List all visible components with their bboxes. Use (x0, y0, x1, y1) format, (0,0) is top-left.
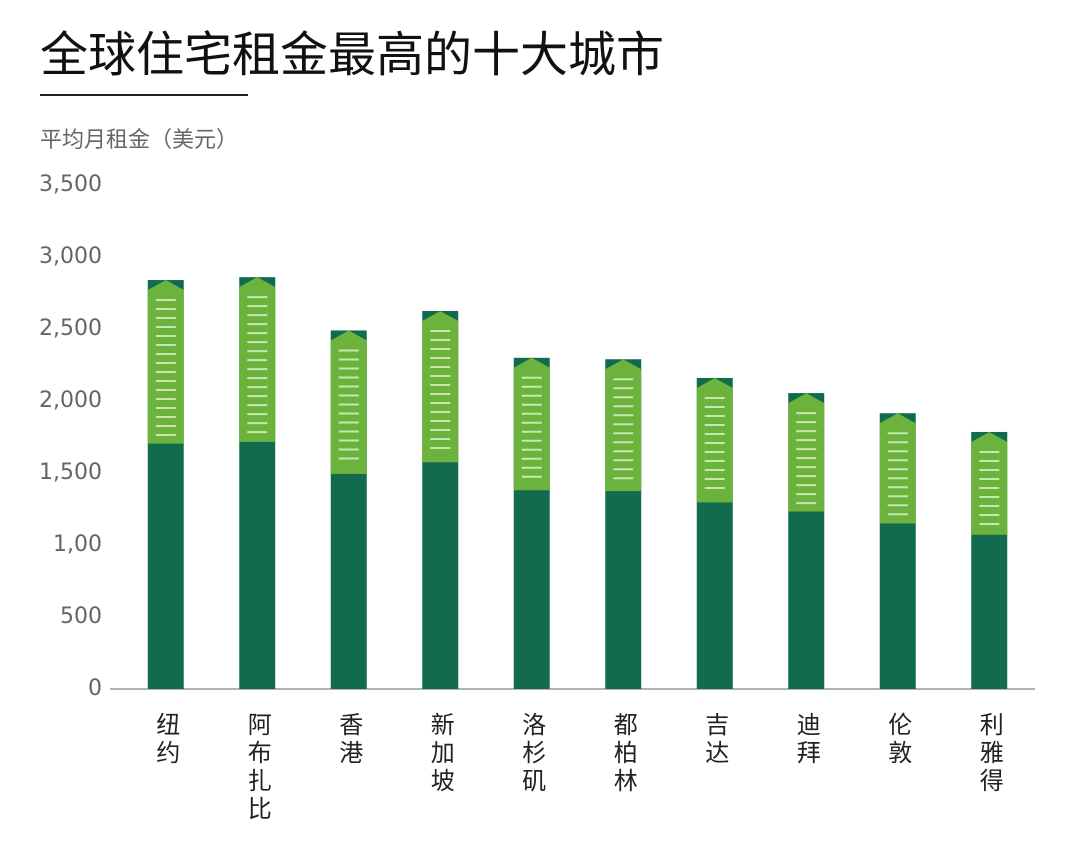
x-tick-label: 阿布扎比 (243, 712, 271, 824)
x-tick-label: 香港 (335, 712, 363, 768)
y-tick-label: 0 (88, 676, 102, 701)
y-tick-label: 2,500 (39, 316, 102, 341)
x-tick-label: 利雅得 (975, 712, 1003, 796)
axis-title: 平均月租金（美元） (40, 128, 238, 153)
chart-title: 全球住宅租金最高的十大城市 (40, 27, 664, 83)
x-tick-label: 都柏林 (609, 712, 637, 796)
y-tick-label: 1,00 (53, 532, 102, 557)
building-top (971, 431, 1008, 535)
y-tick-label: 3,500 (39, 172, 102, 197)
building-top (330, 330, 367, 474)
y-tick-label: 3,000 (39, 244, 102, 269)
y-tick-label: 1,500 (39, 460, 102, 485)
x-tick-label: 伦敦 (884, 712, 912, 768)
x-tick-label: 迪拜 (792, 712, 820, 768)
x-tick-label: 吉达 (701, 712, 729, 768)
x-tick-label: 洛杉矶 (518, 712, 546, 796)
x-tick-label: 新加坡 (426, 712, 454, 796)
y-tick-label: 2,000 (39, 388, 102, 413)
x-tick-label: 纽约 (152, 712, 180, 768)
y-tick-label: 500 (60, 604, 102, 629)
building-top (513, 357, 550, 491)
building-top (147, 280, 184, 444)
building-top (696, 377, 733, 503)
